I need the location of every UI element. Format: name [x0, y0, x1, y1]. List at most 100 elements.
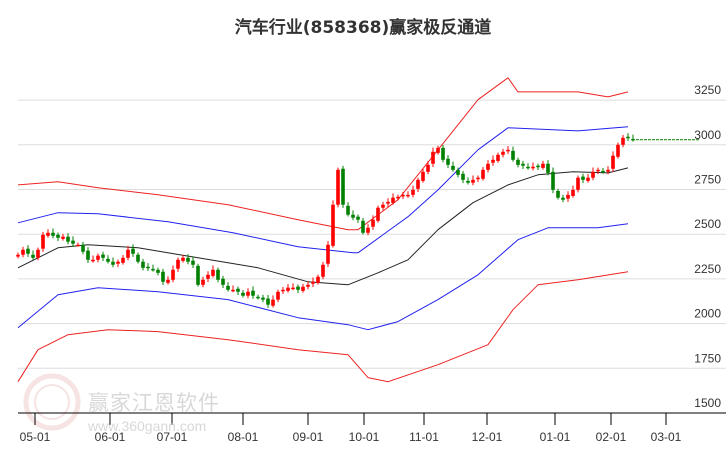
candle-up	[46, 232, 50, 236]
x-tick-label: 02-01	[596, 430, 627, 444]
x-tick-label: 07-01	[157, 430, 188, 444]
candle-down	[31, 254, 35, 258]
candle-up	[436, 147, 440, 153]
y-tick-label: 2000	[694, 307, 721, 321]
candle-down	[296, 286, 300, 290]
chart-title: 汽车行业(858368)赢家极反通道	[234, 18, 492, 38]
candle-down	[236, 288, 240, 292]
candle-up	[476, 177, 480, 180]
candle-down	[136, 254, 140, 262]
x-tick-label: 06-01	[95, 430, 126, 444]
candle-up	[531, 166, 535, 169]
candle-down	[626, 136, 630, 139]
candle-up	[286, 287, 290, 291]
candle-down	[521, 163, 525, 166]
candle-up	[271, 299, 275, 306]
candle-down	[361, 220, 365, 233]
candle-down	[51, 232, 55, 236]
candle-up	[321, 264, 325, 277]
candle-up	[411, 189, 415, 195]
candle-down	[241, 292, 245, 296]
candle-up	[311, 281, 315, 284]
candle-down	[601, 170, 605, 173]
y-tick-label: 1500	[694, 396, 721, 410]
candle-up	[331, 204, 335, 246]
candle-up	[91, 259, 95, 262]
candle-down	[141, 261, 145, 268]
candle-up	[406, 194, 410, 197]
candle-down	[66, 236, 70, 242]
x-tick-label: 03-01	[651, 430, 682, 444]
candle-up	[276, 291, 280, 300]
candle-up	[421, 171, 425, 181]
candle-up	[426, 164, 430, 172]
candle-up	[486, 163, 490, 170]
candle-down	[441, 147, 445, 160]
candle-down	[561, 197, 565, 200]
candle-up	[316, 276, 320, 283]
band-lower-outer	[17, 271, 629, 383]
candle-up	[501, 151, 505, 155]
candle-up	[606, 169, 610, 172]
candle-up	[206, 274, 210, 279]
y-tick-label: 2250	[694, 262, 721, 276]
candle-down	[26, 248, 30, 254]
candle-down	[526, 166, 530, 169]
candle-up	[166, 279, 170, 283]
candle-up	[611, 155, 615, 169]
candle-down	[266, 298, 270, 305]
candle-down	[156, 269, 160, 273]
candle-up	[376, 207, 380, 221]
candle-up	[231, 289, 235, 292]
candle-up	[366, 227, 370, 233]
candle-up	[491, 159, 495, 163]
watermark-logo	[23, 373, 81, 431]
candle-up	[211, 269, 215, 276]
candle-down	[631, 138, 635, 141]
candle-down	[151, 268, 155, 271]
candle-up	[506, 149, 510, 152]
candle-up	[96, 255, 100, 260]
candle-down	[106, 258, 110, 262]
x-tick-label: 08-01	[228, 430, 259, 444]
candle-up	[481, 169, 485, 179]
candle-down	[461, 173, 465, 180]
candle-down	[71, 240, 75, 244]
candle-down	[56, 234, 60, 238]
band-middle	[17, 167, 629, 286]
x-tick-label: 05-01	[20, 430, 51, 444]
band-upper-inner	[17, 126, 629, 254]
y-tick-label: 1750	[694, 351, 721, 365]
candle-down	[216, 269, 220, 280]
candle-down	[111, 261, 115, 265]
candle-down	[351, 214, 355, 218]
candle-down	[341, 168, 345, 205]
candle-up	[621, 137, 625, 145]
candle-down	[256, 296, 260, 299]
candle-up	[76, 244, 80, 247]
candle-down	[131, 248, 135, 254]
candle-down	[556, 190, 560, 198]
candle-down	[456, 169, 460, 175]
x-tick-label: 12-01	[472, 430, 503, 444]
candle-down	[251, 290, 255, 296]
watermark-name: 赢家江恩软件	[88, 391, 220, 415]
y-tick-label: 2500	[694, 217, 721, 231]
band-lower-inner	[17, 223, 629, 331]
candle-up	[126, 249, 130, 258]
y-tick-label: 3000	[694, 128, 721, 142]
candle-down	[536, 165, 540, 168]
y-tick-label: 3250	[694, 83, 721, 97]
candle-up	[371, 219, 375, 227]
candle-up	[41, 234, 45, 249]
candle-down	[451, 165, 455, 170]
candle-up	[416, 179, 420, 189]
x-tick-label: 10-01	[349, 430, 380, 444]
candle-up	[326, 244, 330, 264]
candle-up	[541, 163, 545, 168]
candle-up	[291, 287, 295, 290]
candle-down	[551, 171, 555, 190]
x-tick-label: 11-01	[409, 430, 439, 444]
candle-up	[306, 284, 310, 287]
candle-up	[116, 261, 120, 264]
